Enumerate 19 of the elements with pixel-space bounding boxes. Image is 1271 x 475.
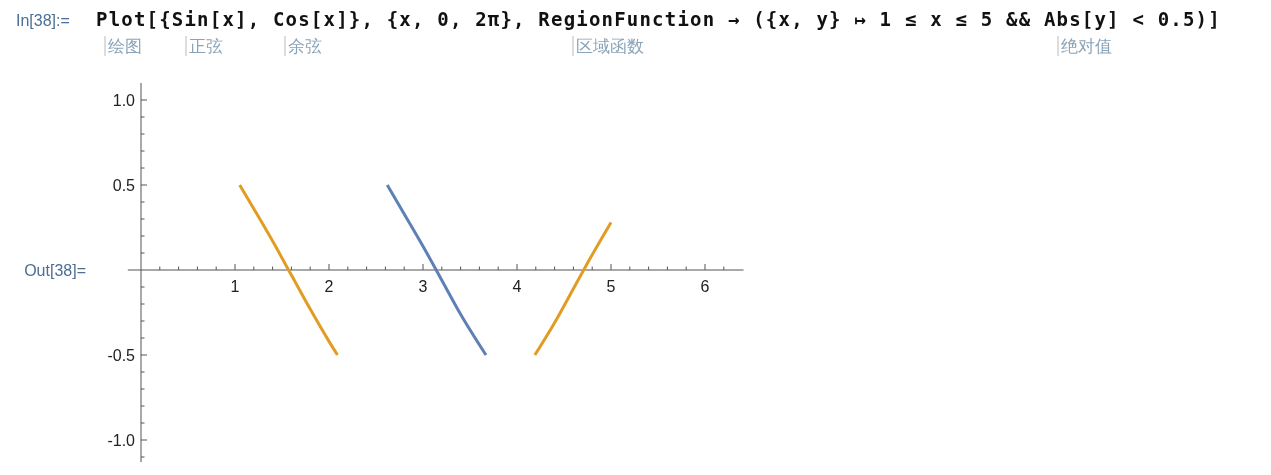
text: 绘图 <box>108 36 142 56</box>
x-tick-label: 2 <box>324 278 334 295</box>
text: Plot[{Sin[x], Cos[x]}, {x, 0, 2π}, RegionFunction → ({x, y} ↦ 1 ≤ x ≤ 5 && Abs[y] < 0.5)] <box>96 8 1221 30</box>
line-series <box>385 183 488 357</box>
text: In[38]:= <box>16 12 70 29</box>
y-tick-label: -1.0 <box>107 432 136 449</box>
x-tick-label: 4 <box>512 278 522 295</box>
y-tick-label: 0.5 <box>112 177 136 194</box>
text: 余弦 <box>288 36 322 56</box>
x-tick-label: 5 <box>606 278 616 295</box>
x-tick-label: 3 <box>418 278 428 295</box>
text: 正弦 <box>189 36 223 56</box>
y-tick-label: -0.5 <box>107 347 136 364</box>
y-tick-label: 1.0 <box>112 92 136 109</box>
text: Out[38]= <box>24 262 86 279</box>
text: 绝对值 <box>1061 36 1112 56</box>
text: 区域函数 <box>576 36 644 56</box>
x-tick-label: 1 <box>230 278 240 295</box>
x-tick-label: 6 <box>700 278 710 295</box>
